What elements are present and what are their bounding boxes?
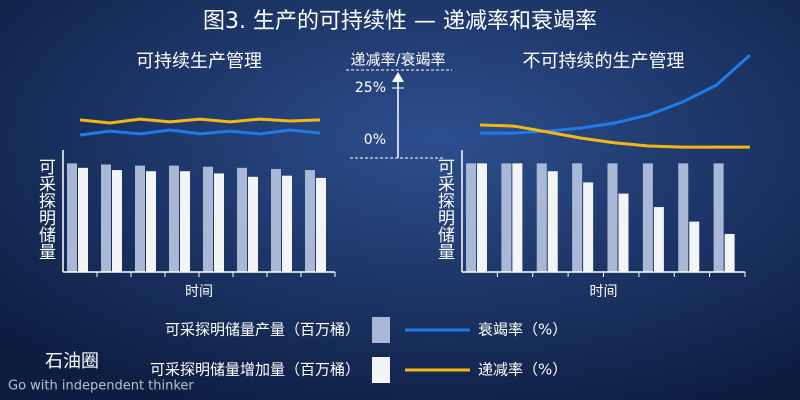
- bar: [305, 170, 315, 272]
- rate-axis-label: 递减率/衰竭率: [350, 51, 445, 69]
- bar: [678, 163, 689, 272]
- brand: 石油圈: [45, 351, 99, 372]
- bar: [607, 163, 618, 272]
- rate-line: [79, 117, 321, 125]
- bar: [112, 170, 122, 272]
- legend-label: 递减率（%）: [478, 361, 567, 379]
- rate-line: [79, 128, 321, 137]
- rate-line: [479, 123, 750, 149]
- bar: [271, 168, 281, 272]
- bar: [237, 167, 247, 272]
- bar: [501, 163, 512, 272]
- bar: [67, 163, 77, 272]
- bar: [689, 221, 700, 272]
- bar: [572, 163, 583, 272]
- legend-label: 衰竭率（%）: [478, 321, 567, 339]
- rate-arrow: [392, 72, 404, 82]
- rate-tick-label: 25%: [355, 80, 386, 96]
- tagline: Go with independent thinker: [8, 379, 194, 394]
- bar: [203, 166, 213, 272]
- rate-line: [480, 53, 752, 135]
- bar: [618, 193, 629, 272]
- bar: [466, 163, 476, 272]
- bar: [101, 164, 111, 272]
- legend-swatch: [372, 357, 390, 383]
- bar: [512, 163, 523, 272]
- chart-title: 可持续生产管理: [136, 51, 262, 72]
- bar: [135, 165, 145, 272]
- chart-title: 不可持续的生产管理: [523, 51, 685, 72]
- bar: [316, 177, 326, 272]
- legend-label: 可采探明储量增加量（百万桶）: [150, 361, 360, 379]
- rate-tick-label: 0%: [364, 132, 386, 148]
- legend-swatch: [372, 317, 390, 343]
- bar: [477, 163, 487, 272]
- bar: [536, 163, 547, 272]
- bar: [180, 171, 190, 272]
- bar: [653, 207, 664, 272]
- x-axis-label: 时间: [590, 284, 618, 300]
- x-axis-label: 时间: [185, 284, 213, 300]
- y-axis-label: 可采探明储量: [35, 158, 56, 260]
- bar: [547, 171, 558, 272]
- bar: [282, 175, 292, 272]
- bar: [78, 167, 88, 272]
- bar: [248, 176, 258, 272]
- bar: [146, 171, 156, 272]
- legend-label: 可采探明储量产量（百万桶）: [165, 321, 360, 339]
- bar: [214, 173, 224, 272]
- slide-title: 图3. 生产的可持续性 — 递减率和衰竭率: [203, 9, 597, 34]
- y-axis-label: 可采探明储量: [434, 158, 455, 260]
- bar: [713, 163, 724, 272]
- bar: [583, 182, 594, 272]
- bar: [169, 165, 179, 272]
- bar: [642, 163, 653, 272]
- bar: [724, 233, 735, 272]
